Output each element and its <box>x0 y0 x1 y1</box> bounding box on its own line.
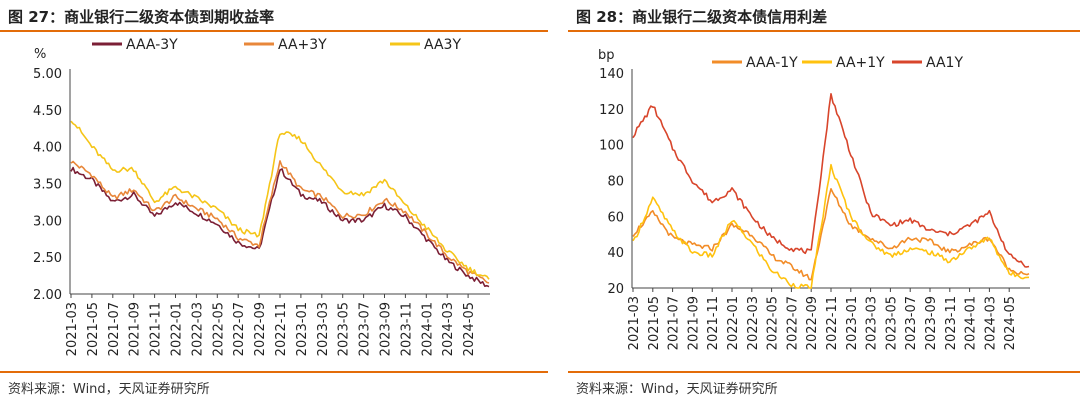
right-xtick-label: 2024-03 <box>983 296 998 350</box>
left-xtick-label: 2023-11 <box>399 302 414 356</box>
right-legend-label: AAA-1Y <box>746 55 798 71</box>
left-legend-label: AAA-3Y <box>126 37 178 53</box>
right-xtick-label: 2022-09 <box>805 296 820 350</box>
right-xtick-label: 2021-05 <box>647 296 662 350</box>
left-series-line-aa3y <box>70 120 490 280</box>
left-xtick-label: 2024-05 <box>462 302 477 356</box>
left-series-line-aaa3y <box>70 166 490 288</box>
right-xtick-label: 2021-07 <box>667 296 682 350</box>
right-title-rule <box>568 30 1080 32</box>
left-legend-label: AA+3Y <box>278 37 327 53</box>
right-series-line-aa1y <box>632 93 1030 268</box>
left-source-rule <box>0 371 548 373</box>
right-series-line-aaa1y <box>632 188 1030 281</box>
left-xtick-label: 2022-11 <box>274 302 289 356</box>
right-chart-title: 图 28：商业银行二级资本债信用利差 <box>576 8 828 26</box>
right-xtick-label: 2021-03 <box>627 296 642 350</box>
left-title-rule <box>0 30 548 32</box>
left-xtick-label: 2023-03 <box>316 302 331 356</box>
left-xtick-label: 2023-05 <box>337 302 352 356</box>
right-xtick-label: 2022-05 <box>766 296 781 350</box>
left-legend-label: AA3Y <box>424 37 461 53</box>
right-xtick-label: 2024-01 <box>964 296 979 350</box>
left-ytick-label: 3.00 <box>33 214 62 229</box>
right-ylabel: bp <box>598 48 615 63</box>
left-xtick-label: 2021-03 <box>65 302 80 356</box>
left-xtick-label: 2022-07 <box>232 302 247 356</box>
left-source-note: 资料来源：Wind，天风证券研究所 <box>8 382 210 397</box>
right-source-rule <box>568 371 1080 373</box>
left-xtick-label: 2023-09 <box>379 302 394 356</box>
right-xtick-label: 2023-03 <box>865 296 880 350</box>
left-xtick-label: 2022-03 <box>190 302 205 356</box>
right-xtick-label: 2023-01 <box>845 296 860 350</box>
right-chart-panel: 图 28：商业银行二级资本债信用利差 bp 140 120 100 80 60 40 20 20… <box>568 0 1080 401</box>
right-series-line-aa1y <box>632 163 1030 289</box>
right-ytick-label: 100 <box>599 139 624 154</box>
right-ytick-label: 40 <box>607 246 624 261</box>
left-xtick-label: 2021-05 <box>86 302 101 356</box>
left-xtick-label: 2022-09 <box>253 302 268 356</box>
left-chart-panel: 图 27：商业银行二级资本债到期收益率 % 5.00 4.50 4.00 3.50 3.0… <box>0 8 548 397</box>
left-xtick-label: 2021-09 <box>128 302 143 356</box>
right-xtick-label: 2022-07 <box>785 296 800 350</box>
left-ytick-label: 4.00 <box>33 141 62 156</box>
right-xtick-label: 2022-11 <box>825 296 840 350</box>
right-xtick-label: 2023-07 <box>904 296 919 350</box>
right-legend-label: AA+1Y <box>836 55 885 71</box>
right-xtick-label: 2023-11 <box>944 296 959 350</box>
right-source-note: 资料来源：Wind，天风证券研究所 <box>576 382 778 397</box>
right-xtick-label: 2021-11 <box>706 296 721 350</box>
right-xtick-label: 2021-09 <box>686 296 701 350</box>
right-ytick-label: 140 <box>599 67 624 82</box>
left-series-line-aa3y <box>70 160 490 284</box>
right-xtick-label: 2024-05 <box>1003 296 1018 350</box>
right-ytick-label: 20 <box>607 282 624 297</box>
right-ytick-label: 120 <box>599 103 624 118</box>
left-ytick-label: 2.50 <box>33 251 62 266</box>
left-chart-title: 图 27：商业银行二级资本债到期收益率 <box>8 8 275 26</box>
right-xtick-label: 2022-03 <box>746 296 761 350</box>
left-xtick-label: 2022-01 <box>170 302 185 356</box>
left-xtick-label: 2023-07 <box>358 302 373 356</box>
left-ytick-label: 5.00 <box>33 67 62 82</box>
right-xtick-label: 2022-01 <box>726 296 741 350</box>
right-ytick-label: 60 <box>607 210 624 225</box>
left-ytick-label: 2.00 <box>33 288 62 303</box>
left-xtick-label: 2022-05 <box>211 302 226 356</box>
left-xtick-label: 2024-03 <box>441 302 456 356</box>
left-xtick-label: 2023-01 <box>295 302 310 356</box>
left-xtick-label: 2021-11 <box>149 302 164 356</box>
left-ylabel: % <box>34 47 46 62</box>
left-xtick-label: 2024-01 <box>420 302 435 356</box>
right-xtick-label: 2023-09 <box>924 296 939 350</box>
left-ytick-label: 3.50 <box>33 178 62 193</box>
left-ytick-label: 4.50 <box>33 104 62 119</box>
right-xtick-label: 2023-05 <box>884 296 899 350</box>
right-ytick-label: 80 <box>607 175 624 190</box>
right-legend-label: AA1Y <box>926 55 963 71</box>
left-xtick-label: 2021-07 <box>107 302 122 356</box>
